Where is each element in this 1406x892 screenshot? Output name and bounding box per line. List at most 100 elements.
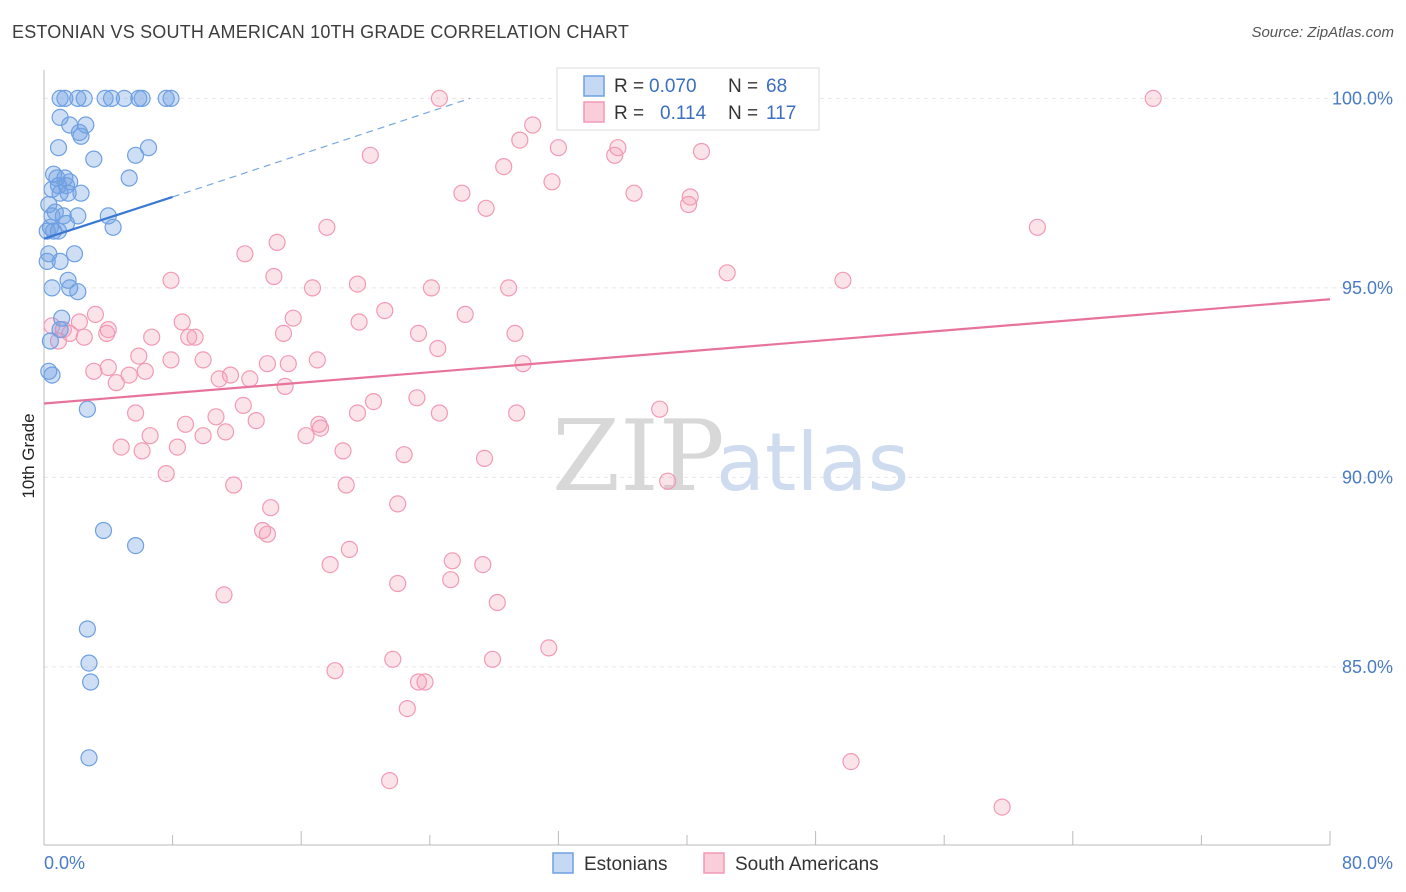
estonian-point [133, 89, 151, 108]
south-american-point [262, 499, 280, 517]
south-american-point [337, 476, 355, 494]
south-american-point [409, 673, 428, 691]
south-american-point [506, 324, 524, 342]
south-american-point [430, 404, 448, 422]
legend-n-label-1: N = [728, 76, 758, 97]
watermark-atlas: atlas [716, 416, 909, 509]
estonian-point [69, 89, 87, 108]
south-american-point [511, 131, 529, 149]
estonian-point [102, 89, 121, 108]
estonian-point [80, 749, 98, 767]
south-american-point [279, 355, 297, 373]
south-american-point [107, 374, 125, 392]
estonian-point [96, 89, 114, 108]
estonian-point [61, 279, 79, 297]
south-american-point [376, 302, 394, 320]
south-american-point [258, 525, 276, 543]
estonian-point [94, 521, 113, 540]
south-american-point [483, 650, 502, 668]
south-american-point [241, 370, 259, 388]
south-american-point [194, 351, 212, 369]
south-american-point [75, 328, 93, 346]
south-american-point [495, 158, 513, 176]
y-tick-label: 100.0% [1332, 88, 1393, 108]
south-american-point [1144, 89, 1162, 108]
south-american-point [1028, 218, 1047, 236]
south-american-point [477, 199, 495, 217]
watermark-zip: ZIP [552, 400, 725, 514]
estonian-point [78, 400, 97, 418]
legend-r-label-2: R = [614, 103, 644, 124]
estonian-point [139, 139, 158, 157]
legend-r-value-2: 0.114 [660, 103, 707, 124]
source-label: Source: ZipAtlas.com [1251, 24, 1394, 41]
estonian-point [127, 146, 145, 164]
legend-r-label-1: R = [614, 76, 644, 97]
south-american-point [348, 404, 367, 422]
bottom-legend-south-americans: South Americans [735, 854, 879, 875]
x-tick-labels: 0.0% 80.0% [44, 853, 1393, 873]
south-american-point [98, 324, 116, 342]
south-american-point [120, 366, 138, 384]
estonian-point [56, 89, 74, 108]
south-american-point [284, 309, 302, 327]
x-tick-label-max: 80.0% [1342, 853, 1393, 873]
south-american-point [524, 116, 542, 134]
south-american-point [85, 362, 103, 380]
south-american-point [398, 699, 416, 718]
legend-box: R = 0.070 N = 68 R = 0.114 N = 117 [556, 67, 820, 131]
south-american-point [488, 593, 506, 612]
south-american-point [130, 347, 148, 365]
south-american-point [136, 362, 154, 380]
south-american-point [207, 408, 225, 426]
south-americans-trend-line [43, 298, 1331, 405]
estonian-point [75, 89, 93, 108]
bottom-legend: Estonians South Americans [552, 852, 879, 875]
estonian-point [59, 184, 77, 202]
bottom-legend-estonians: Estonians [584, 854, 667, 875]
estonian-point [38, 222, 56, 240]
south-american-point [221, 366, 240, 384]
south-american-point [350, 313, 368, 331]
south-american-point [340, 540, 358, 559]
legend-n-label-2: N = [728, 103, 758, 124]
y-tick-label: 90.0% [1342, 467, 1393, 487]
south-american-point [173, 313, 191, 331]
south-american-point [443, 552, 461, 570]
bottom-legend-swatch-south-americans [703, 852, 725, 874]
legend-r-value-1: 0.070 [649, 76, 697, 97]
south-american-point [549, 139, 568, 157]
south-american-point [718, 264, 736, 282]
south-american-point [236, 245, 254, 263]
south-american-point [133, 442, 151, 460]
south-american-point [692, 142, 711, 161]
estonian-point [43, 366, 61, 384]
south-american-point [127, 404, 145, 422]
estonian-point [120, 169, 138, 187]
trend-lines [43, 97, 1331, 405]
estonian-point [81, 673, 100, 691]
south-american-point [453, 184, 471, 202]
south-american-point [429, 339, 447, 358]
south-american-point [186, 328, 204, 346]
south-american-point [180, 328, 198, 346]
south-american-point [141, 427, 159, 445]
south-american-point [389, 574, 407, 593]
estonian-point [41, 332, 60, 350]
estonian-point [104, 218, 122, 236]
south-american-point [842, 752, 860, 771]
south-american-point [381, 771, 399, 790]
south-american-point [409, 324, 428, 342]
south-american-point [416, 673, 434, 691]
south-american-point [303, 279, 322, 297]
south-american-point [157, 465, 175, 483]
south-american-point [215, 586, 233, 604]
chart-title: ESTONIAN VS SOUTH AMERICAN 10TH GRADE CO… [12, 22, 630, 42]
south-american-point [993, 798, 1011, 816]
estonian-point [43, 279, 61, 297]
estonian-point [38, 252, 56, 270]
legend-swatch-estonians [583, 75, 605, 97]
south-american-point [500, 279, 518, 297]
south-american-point [234, 396, 252, 414]
south-american-point [422, 279, 440, 297]
